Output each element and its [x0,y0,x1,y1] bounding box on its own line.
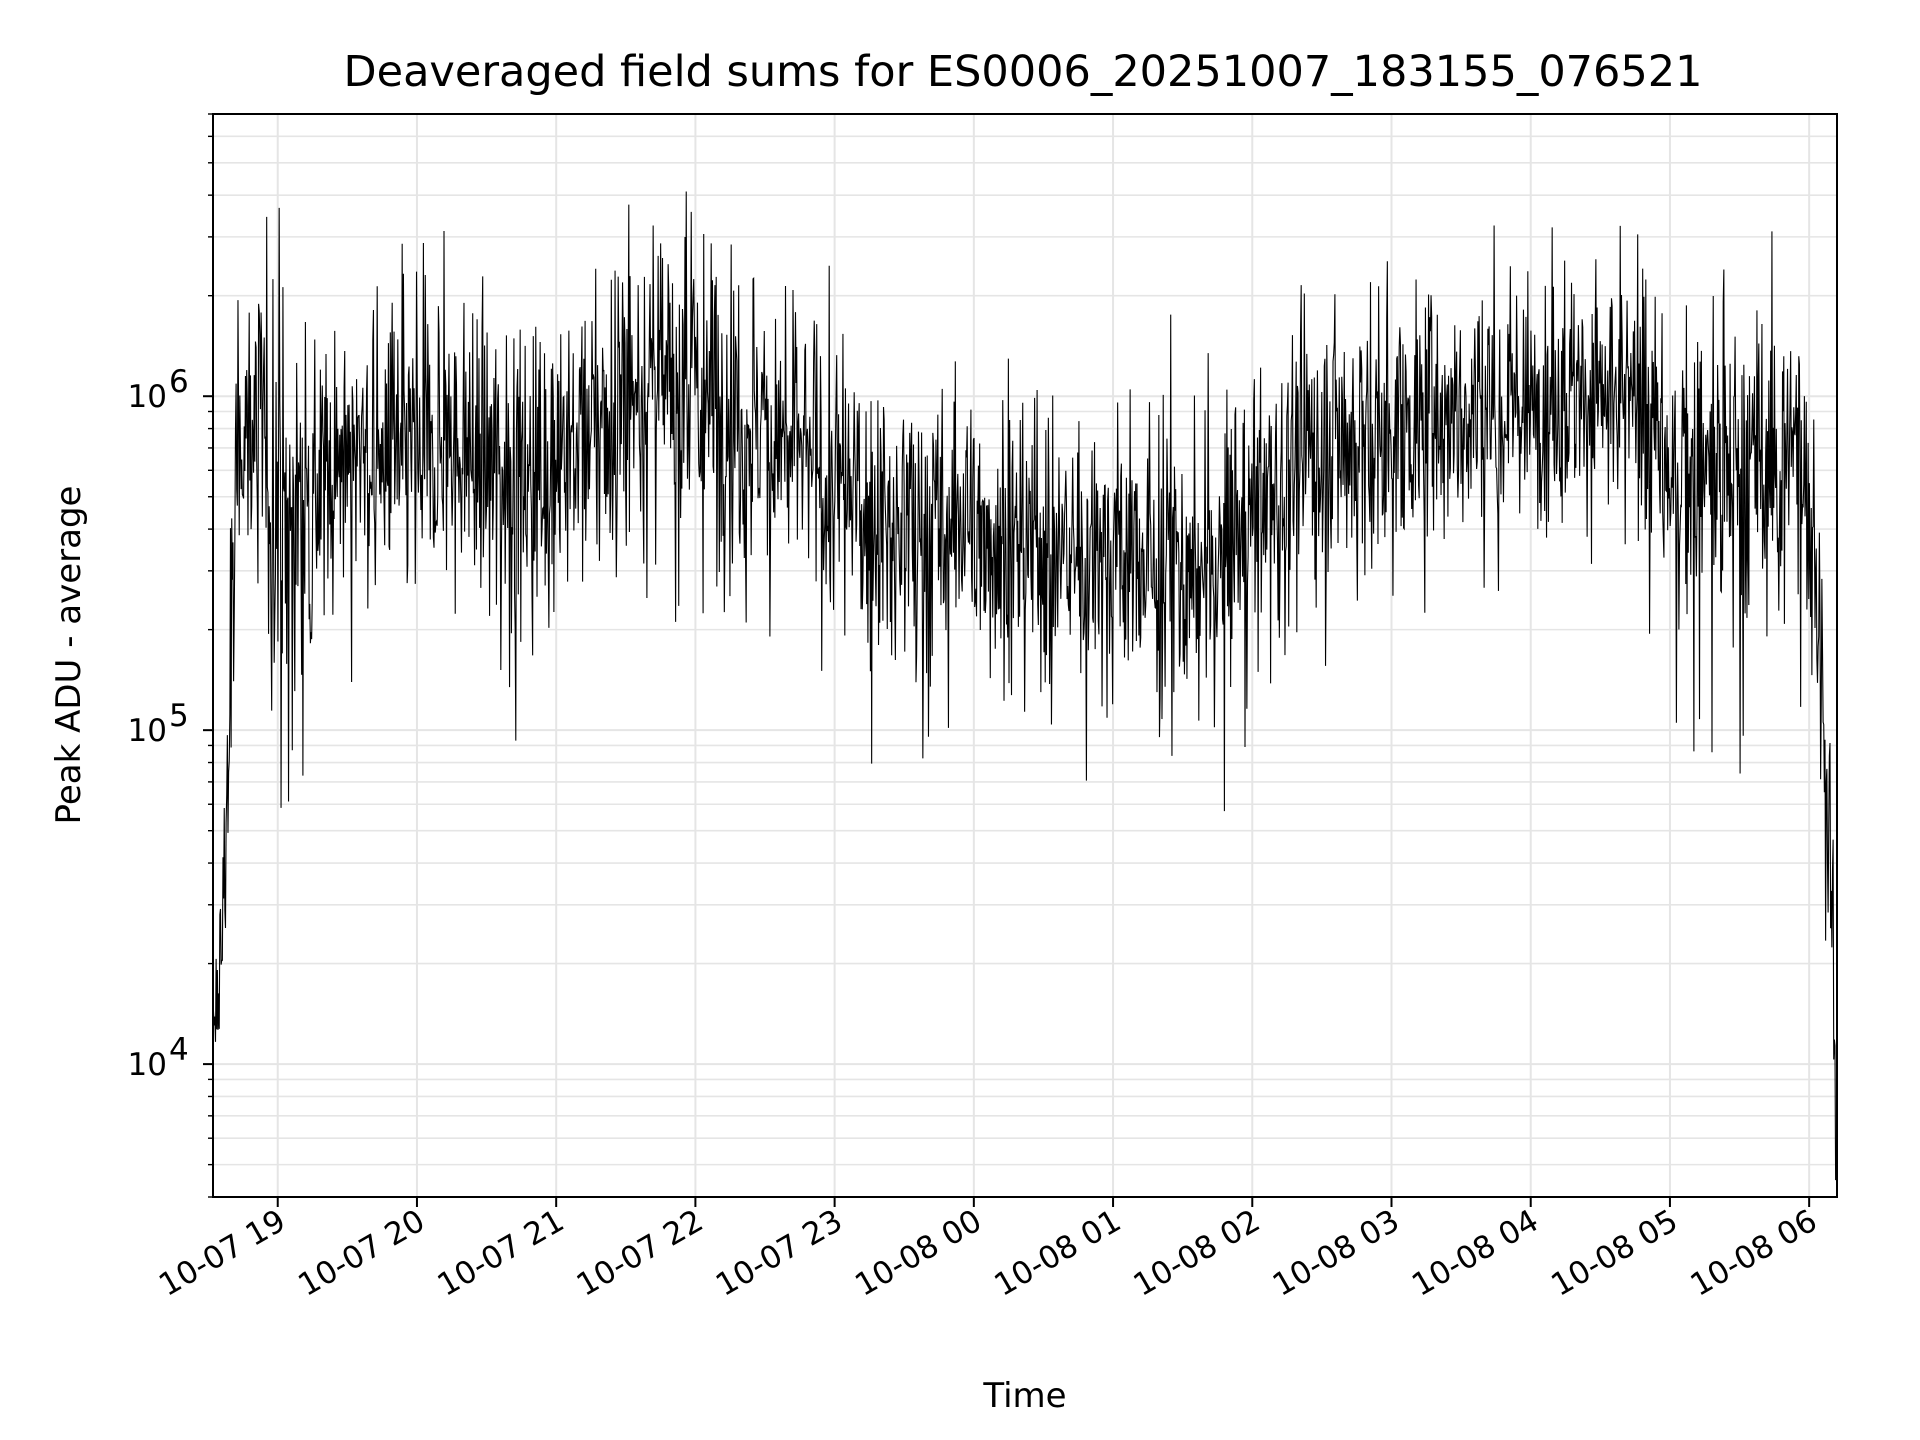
y-tick-exponent: 6 [169,364,189,400]
data-series-line [213,191,1837,1181]
y-tick-exponent: 4 [169,1032,189,1068]
y-tick-label: 10 [128,379,167,415]
y-tick-label: 10 [128,1047,167,1083]
y-tick-label: 10 [128,713,167,749]
chart-title: Deaveraged field sums for ES0006_2025100… [344,47,1703,97]
x-axis-label: Time [982,1376,1066,1416]
y-tick-exponent: 5 [169,698,189,734]
plot-area [213,191,1837,1181]
y-axis-label: Peak ADU - average [49,486,89,825]
plot-frame [212,113,1838,1198]
